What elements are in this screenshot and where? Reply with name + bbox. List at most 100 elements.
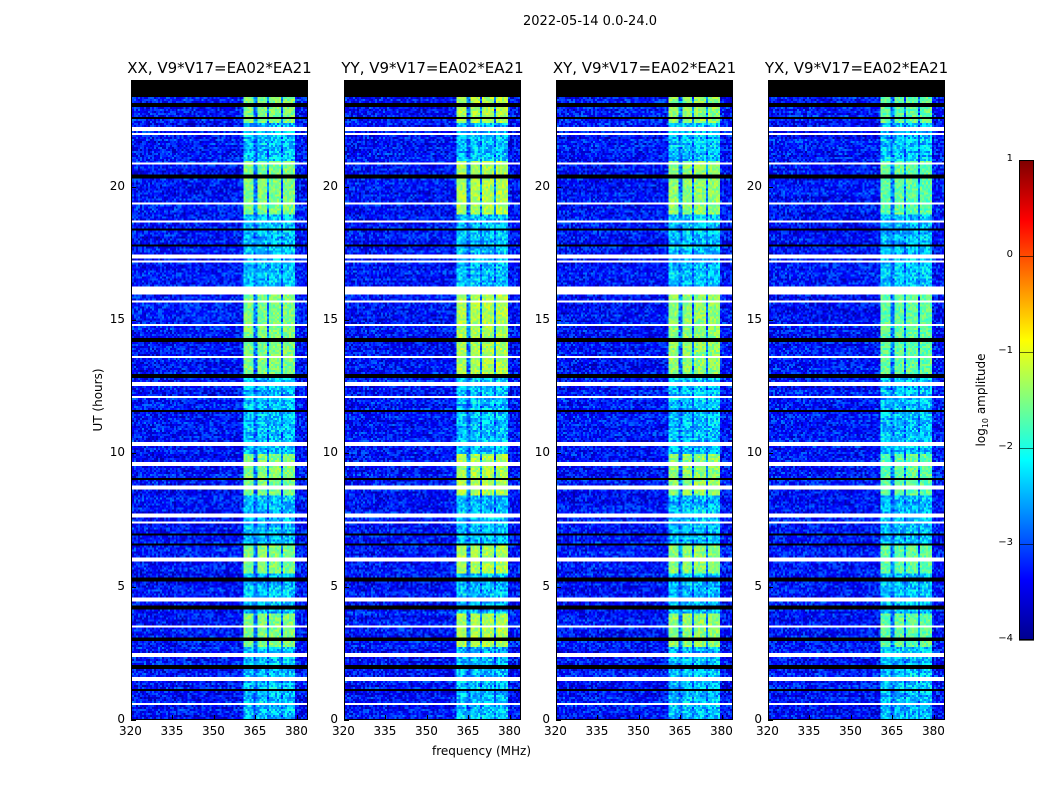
y-tick-label: 0 [754,712,762,726]
spectrogram-image [345,81,520,719]
x-tick-label: 365 [668,724,692,738]
y-tick-mark [344,720,349,721]
spectrogram-image [557,81,732,719]
x-tick-label: 335 [797,724,821,738]
x-tick-mark [597,715,599,720]
x-tick-mark [892,715,894,720]
colorbar-tick-label: 0 [1006,249,1013,260]
x-tick-mark [850,715,852,720]
y-tick-label: 10 [109,445,125,460]
x-tick-label: 380 [709,724,733,738]
y-tick-mark [768,320,773,321]
x-tick-label: 335 [160,724,184,738]
x-tick-mark [296,715,298,720]
panel-title: YX, V9*V17=EA02*EA21 [764,59,949,77]
x-tick-label: 350 [626,724,650,738]
spectrogram-image [769,81,944,719]
y-tick-label: 0 [117,712,125,726]
spectrogram-panel [768,80,945,720]
x-tick-mark [344,715,345,720]
y-tick-mark [131,720,136,721]
y-tick-mark [344,453,349,455]
x-axis-label: frequency (MHz) [432,744,532,758]
x-tick-mark [933,715,935,720]
x-tick-label: 365 [243,724,267,738]
x-tick-label: 350 [201,724,225,738]
y-tick-mark [131,186,136,188]
y-tick-mark [131,453,136,455]
x-tick-mark [468,715,470,720]
y-tick-label: 0 [330,712,338,726]
y-tick-mark [344,586,349,588]
x-tick-label: 380 [497,724,521,738]
x-tick-label: 350 [838,724,862,738]
y-tick-mark [556,586,561,588]
x-tick-label: 365 [880,724,904,738]
colorbar-tick-mark [1019,544,1034,545]
x-tick-label: 320 [544,724,567,738]
y-tick-mark [344,320,349,321]
x-tick-mark [255,715,257,720]
x-tick-mark [509,715,511,720]
colorbar-tick-label: −1 [998,345,1013,356]
y-tick-label: 5 [754,578,762,593]
x-tick-label: 335 [585,724,609,738]
y-tick-label: 5 [117,578,125,593]
colorbar-tick-label: −3 [998,537,1013,548]
x-tick-label: 320 [756,724,779,738]
colorbar-tick-label: −4 [998,633,1013,644]
y-tick-label: 20 [534,178,550,193]
colorbar-tick-mark [1019,448,1034,449]
spectrogram-image [132,81,307,719]
y-tick-label: 10 [322,445,338,460]
y-tick-mark [768,453,773,455]
x-tick-mark [809,715,811,720]
x-tick-mark [556,715,557,720]
y-tick-label: 20 [322,178,338,193]
panel-title: XY, V9*V17=EA02*EA21 [552,59,737,77]
x-tick-label: 380 [284,724,308,738]
x-tick-mark [680,715,682,720]
x-tick-mark [638,715,640,720]
x-tick-label: 320 [119,724,142,738]
x-tick-mark [768,715,769,720]
y-tick-mark [768,586,773,588]
y-tick-mark [131,586,136,588]
colorbar-tick-mark [1019,640,1034,641]
x-tick-mark [426,715,428,720]
x-tick-mark [213,715,215,720]
x-tick-label: 350 [414,724,438,738]
colorbar [1019,160,1034,640]
figure-title: 2022-05-14 0.0-24.0 [523,14,657,29]
panel-title: YY, V9*V17=EA02*EA21 [341,59,524,77]
spectrogram-panel [344,80,521,720]
y-tick-label: 15 [109,312,125,326]
y-tick-label: 0 [542,712,550,726]
x-tick-label: 335 [373,724,397,738]
x-tick-mark [131,715,132,720]
y-tick-label: 5 [330,578,338,593]
y-tick-mark [556,720,561,721]
colorbar-tick-label: 1 [1006,153,1013,164]
y-tick-mark [344,186,349,188]
y-tick-mark [131,320,136,321]
y-tick-label: 15 [746,312,762,326]
y-tick-label: 5 [542,578,550,593]
y-tick-label: 20 [746,178,762,193]
colorbar-tick-mark [1019,352,1034,353]
x-tick-mark [385,715,387,720]
panel-title: XX, V9*V17=EA02*EA21 [127,59,312,77]
y-tick-mark [556,320,561,321]
spectrogram-panel [556,80,733,720]
spectrogram-panel [131,80,308,720]
y-tick-mark [768,186,773,188]
y-tick-mark [556,186,561,188]
y-tick-label: 10 [534,445,550,460]
y-tick-mark [768,720,773,721]
y-tick-label: 15 [322,312,338,326]
y-axis-label: UT (hours) [91,368,105,432]
colorbar-tick-mark [1019,160,1034,161]
y-tick-mark [556,453,561,455]
x-tick-mark [172,715,174,720]
